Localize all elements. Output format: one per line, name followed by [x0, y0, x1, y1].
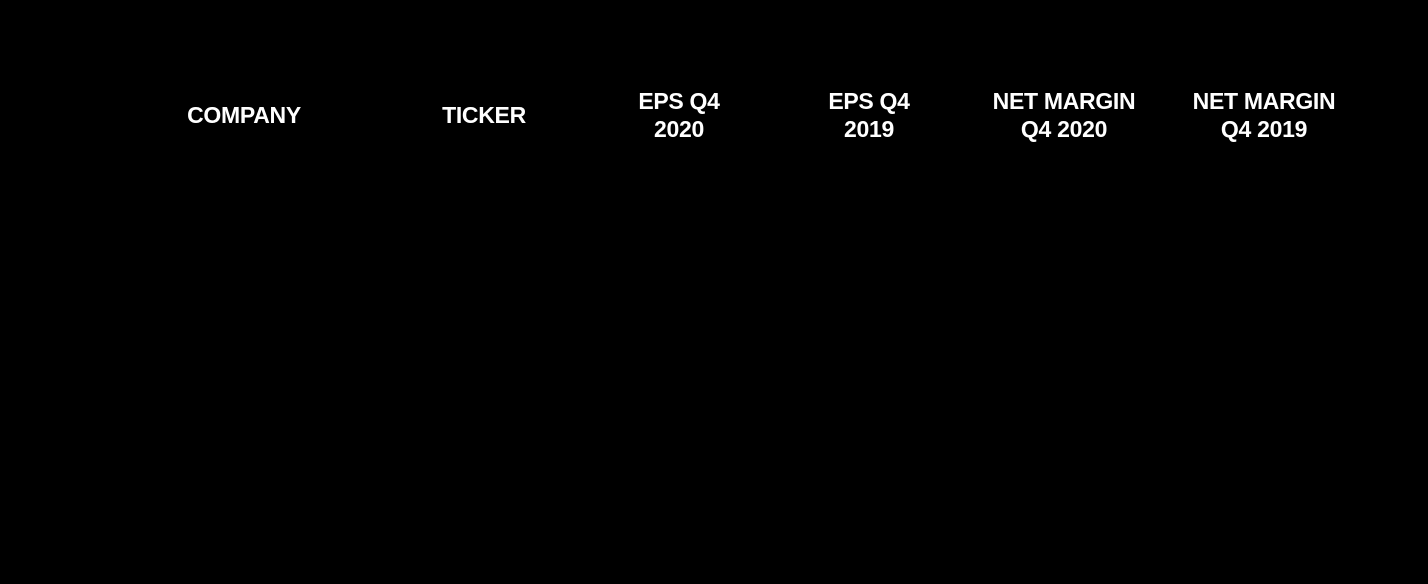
header-company-label: COMPANY — [187, 102, 301, 130]
header-eps-q4-2020-line1: EPS Q4 — [638, 88, 719, 116]
header-ticker: TICKER — [384, 102, 584, 130]
header-net-margin-q4-2020-line1: NET MARGIN — [993, 88, 1136, 116]
table-header-row: COMPANY TICKER EPS Q4 2020 EPS Q4 2019 N… — [104, 88, 1388, 143]
header-eps-q4-2019-line2: 2019 — [844, 116, 894, 144]
table-container: COMPANY TICKER EPS Q4 2020 EPS Q4 2019 N… — [0, 0, 1428, 143]
header-net-margin-q4-2019-line2: Q4 2019 — [1221, 116, 1307, 144]
header-net-margin-q4-2019-line1: NET MARGIN — [1193, 88, 1336, 116]
header-eps-q4-2019: EPS Q4 2019 — [774, 88, 964, 143]
header-net-margin-q4-2020: NET MARGIN Q4 2020 — [964, 88, 1164, 143]
header-eps-q4-2020-line2: 2020 — [654, 116, 704, 144]
header-net-margin-q4-2020-line2: Q4 2020 — [1021, 116, 1107, 144]
header-net-margin-q4-2019: NET MARGIN Q4 2019 — [1164, 88, 1364, 143]
header-eps-q4-2020: EPS Q4 2020 — [584, 88, 774, 143]
header-company: COMPANY — [104, 102, 384, 130]
header-ticker-label: TICKER — [442, 102, 526, 130]
header-eps-q4-2019-line1: EPS Q4 — [828, 88, 909, 116]
